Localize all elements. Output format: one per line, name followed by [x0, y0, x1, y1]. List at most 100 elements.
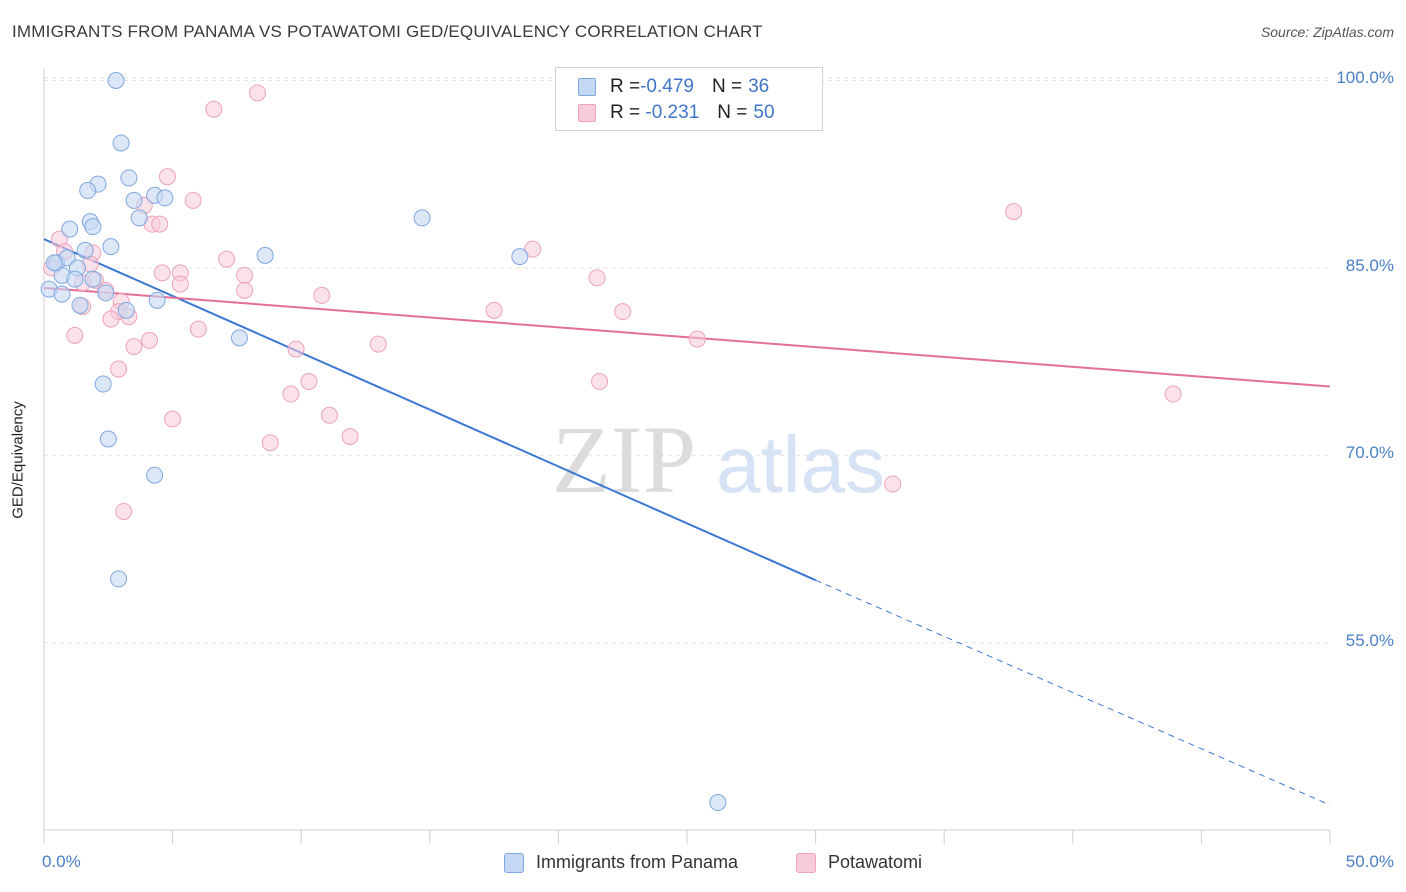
legend-label-potawatomi: Potawatomi [828, 852, 923, 872]
point-panama [146, 466, 164, 484]
watermark-zip: ZIP [552, 406, 696, 513]
legend-swatch-potawatomi [578, 104, 596, 122]
legend-item-potawatomi: Potawatomi [796, 852, 922, 873]
point-potawatomi [591, 373, 609, 391]
point-panama [117, 301, 135, 319]
point-panama [79, 181, 97, 199]
watermark: ZIP atlas [552, 406, 885, 513]
point-panama [230, 329, 248, 347]
point-panama [156, 189, 174, 207]
point-potawatomi [369, 335, 387, 353]
point-panama [125, 191, 143, 209]
point-potawatomi [189, 320, 207, 338]
point-potawatomi [66, 326, 84, 344]
point-potawatomi [205, 100, 223, 118]
point-potawatomi [287, 340, 305, 358]
point-panama [61, 220, 79, 238]
gridlines [44, 77, 1330, 644]
point-potawatomi [485, 301, 503, 319]
point-potawatomi [110, 360, 128, 378]
point-potawatomi [158, 168, 176, 186]
y-tick-label: 55.0% [1345, 630, 1394, 650]
point-panama [99, 430, 117, 448]
legend-swatch-potawatomi [796, 852, 816, 873]
point-panama [256, 246, 274, 264]
stats-row-panama: R = -0.479 N = 36 [578, 76, 769, 98]
r-label: R = [610, 76, 641, 97]
point-potawatomi [1164, 385, 1182, 403]
point-potawatomi [115, 502, 133, 520]
point-potawatomi [884, 475, 902, 493]
y-tick-label: 85.0% [1345, 255, 1394, 275]
point-potawatomi [236, 281, 254, 299]
point-panama [110, 570, 128, 588]
point-potawatomi [236, 266, 254, 284]
x-tick-label-max: 50.0% [1345, 852, 1394, 871]
legend-label-panama: Immigrants from Panama [536, 852, 739, 872]
trend-line-potawatomi [43, 286, 1331, 388]
point-potawatomi [164, 410, 182, 428]
y-tick-label: 70.0% [1345, 443, 1394, 463]
n-value: 36 [748, 76, 770, 97]
legend-item-panama: Immigrants from Panama [504, 852, 738, 873]
watermark-atlas: atlas [716, 420, 885, 509]
point-potawatomi [171, 275, 189, 293]
point-potawatomi [102, 310, 120, 328]
point-panama [94, 375, 112, 393]
point-potawatomi [524, 240, 542, 258]
point-potawatomi [153, 264, 171, 282]
stats-legend: R = -0.479 N = 36 R = -0.231 N = 50 [555, 67, 823, 131]
point-potawatomi [588, 269, 606, 287]
point-panama [102, 238, 120, 256]
point-panama [511, 248, 529, 266]
n-label: N = [717, 102, 748, 123]
point-potawatomi [688, 330, 706, 348]
point-panama [413, 209, 431, 227]
r-label: R = [610, 102, 641, 123]
point-panama [71, 296, 89, 314]
series-legend: Immigrants from Panama Potawatomi [0, 852, 1406, 876]
n-value: 50 [753, 102, 775, 123]
point-potawatomi [300, 373, 318, 391]
point-panama [148, 291, 166, 309]
chart-title: IMMIGRANTS FROM PANAMA VS POTAWATOMI GED… [12, 22, 763, 41]
trend-line-panama-extrapolated [815, 579, 1331, 806]
point-panama [97, 284, 115, 302]
point-potawatomi [320, 406, 338, 424]
x-tick-label-min: 0.0% [42, 852, 81, 871]
point-potawatomi [1005, 203, 1023, 221]
r-value: -0.479 [640, 76, 694, 97]
point-panama [84, 218, 102, 236]
point-panama [53, 285, 71, 303]
point-potawatomi [140, 331, 158, 349]
y-tick-label: 100.0% [1336, 68, 1394, 88]
point-potawatomi [282, 385, 300, 403]
trend-line-panama [43, 238, 817, 582]
point-potawatomi [218, 250, 236, 268]
axes [43, 68, 1331, 844]
point-potawatomi [184, 191, 202, 209]
point-potawatomi [151, 215, 169, 233]
point-potawatomi [261, 434, 279, 452]
point-potawatomi [614, 303, 632, 321]
n-label: N = [711, 76, 743, 97]
point-potawatomi [313, 286, 331, 304]
legend-swatch-panama [578, 78, 596, 96]
point-panama [709, 794, 727, 812]
point-panama [45, 254, 63, 272]
data-points [40, 71, 1182, 812]
point-potawatomi [341, 428, 359, 446]
source-label: Source: ZipAtlas.com [1260, 24, 1394, 40]
point-panama [120, 169, 138, 187]
point-panama [112, 134, 130, 152]
r-value: -0.231 [640, 102, 700, 123]
point-potawatomi [248, 84, 266, 102]
point-panama [107, 71, 125, 89]
point-panama [66, 270, 84, 288]
trend-lines [43, 238, 1331, 806]
point-panama [130, 209, 148, 227]
point-panama [76, 241, 94, 259]
point-panama [84, 270, 102, 288]
legend-swatch-panama [504, 852, 524, 873]
